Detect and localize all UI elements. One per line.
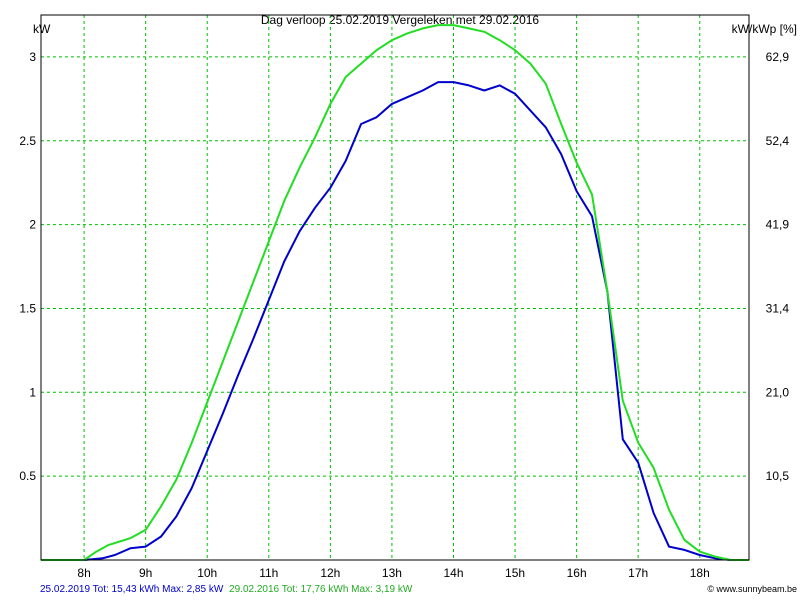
y-right-tick-label: 21,0: [766, 385, 790, 399]
plot-frame: [40, 14, 750, 561]
footer-stats-2016: 29.02.2016 Tot: 17,76 kWh Max: 3,19 kW: [229, 584, 413, 595]
x-tick-label: 10h: [197, 566, 217, 580]
x-tick-label: 16h: [567, 566, 587, 580]
x-tick-label: 14h: [443, 566, 463, 580]
y-right-tick-label: 62,9: [766, 50, 790, 64]
x-tick-label: 15h: [505, 566, 525, 580]
footer-credit: © www.sunnybeam.be: [707, 584, 797, 594]
y-left-tick-label: 0.5: [19, 469, 36, 483]
y-left-tick-label: 1.5: [19, 301, 36, 315]
y-right-tick-label: 41,9: [766, 218, 790, 232]
y-right-tick-label: 52,4: [766, 134, 790, 148]
y-right-tick-label: 10,5: [766, 469, 790, 483]
x-tick-label: 13h: [382, 566, 402, 580]
footer-stats: 25.02.2019 Tot: 15,43 kWh Max: 2,85 kW 2…: [40, 584, 413, 595]
x-tick-label: 9h: [139, 566, 152, 580]
y-left-tick-label: 2.5: [19, 134, 36, 148]
y-left-tick-labels: 0.5 1 1.5 2 2.5 3: [19, 50, 36, 483]
x-tick-label: 8h: [77, 566, 90, 580]
y-left-tick-label: 1: [29, 385, 36, 399]
series-line-2019: [41, 81, 749, 561]
series-line-2016: [41, 24, 749, 561]
y-left-tick-label: 2: [29, 218, 36, 232]
y-right-tick-label: 31,4: [766, 301, 790, 315]
y-right-tick-labels: 10,5 21,0 31,4 41,9 52,4 62,9: [766, 50, 790, 483]
x-tick-label: 11h: [259, 566, 278, 580]
x-tick-label: 18h: [690, 566, 710, 580]
x-tick-label: 17h: [628, 566, 648, 580]
x-tick-labels: 8h 9h 10h 11h 12h 13h 14h 15h 16h 17h 18h: [77, 566, 709, 580]
y-right-unit: kW/kWp [%]: [732, 22, 797, 36]
series-group: [41, 24, 749, 561]
footer-stats-2019: 25.02.2019 Tot: 15,43 kWh Max: 2,85 kW: [40, 584, 224, 595]
x-tick-label: 12h: [320, 566, 340, 580]
y-left-tick-label: 3: [29, 50, 36, 64]
y-left-unit: kW: [33, 22, 51, 36]
